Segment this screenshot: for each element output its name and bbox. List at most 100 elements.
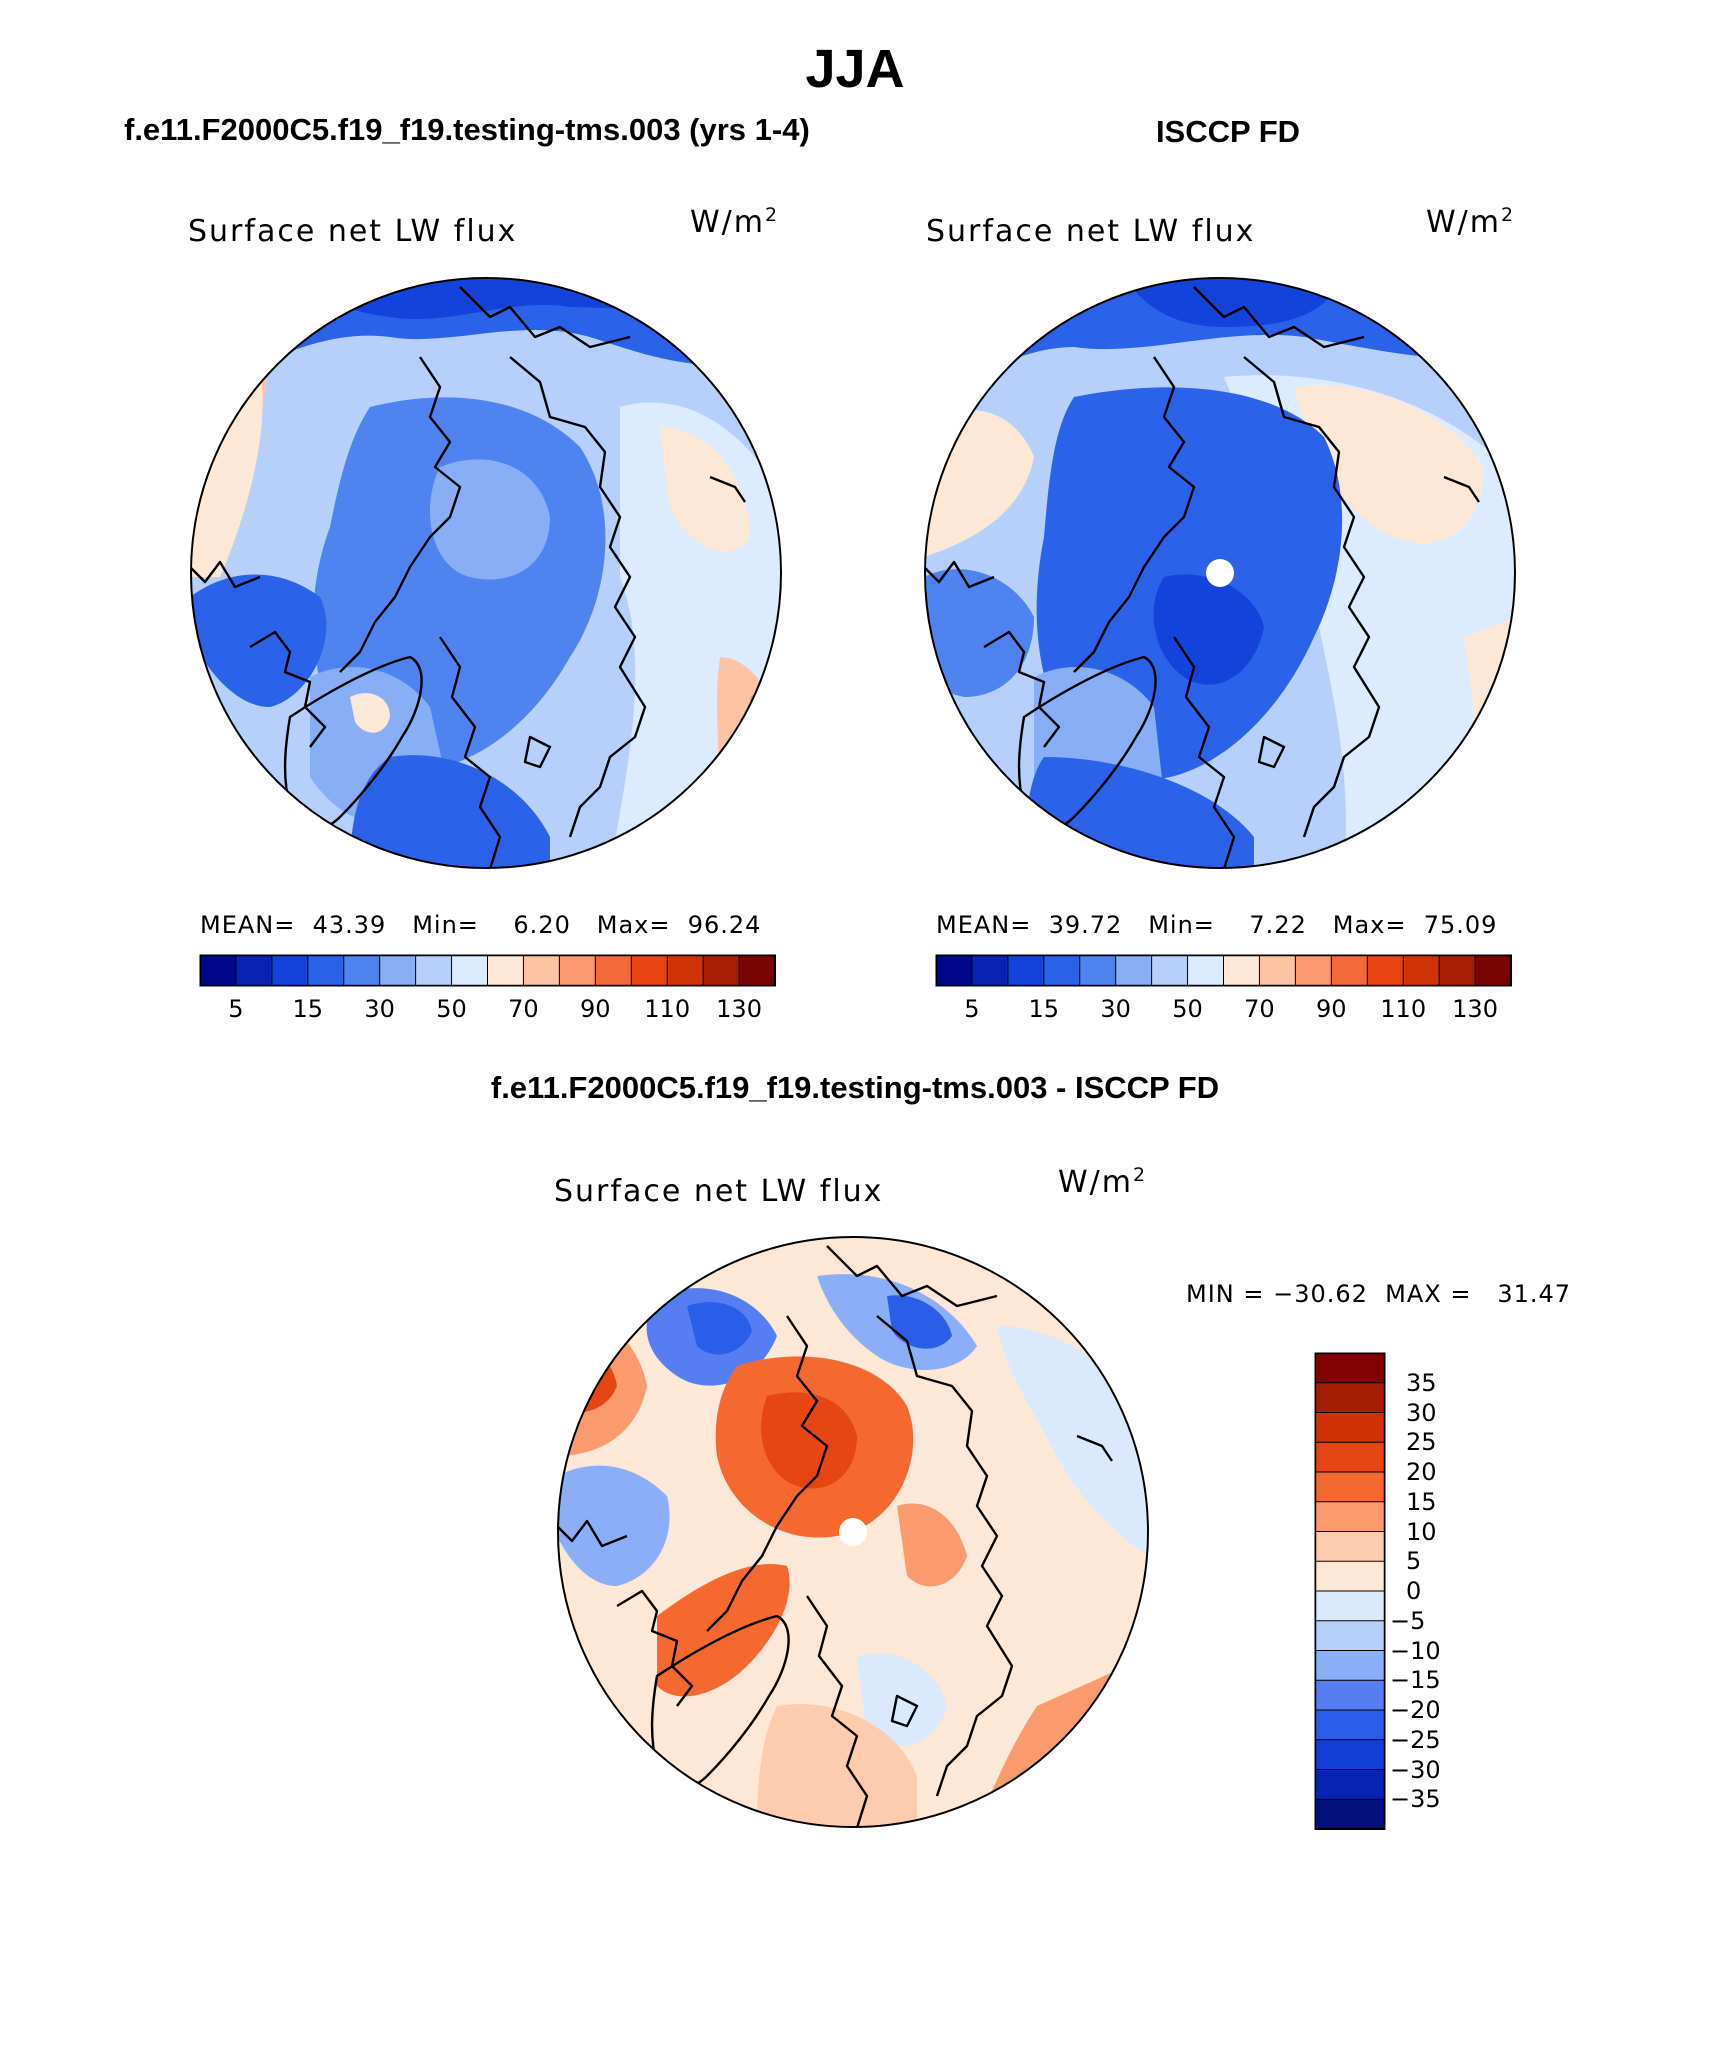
model-coastlines	[191, 286, 746, 868]
model-colorbar-swatch	[307, 954, 345, 987]
diff-colorbar-label: 35	[1406, 1368, 1437, 1397]
diff-colorbar-label: −10	[1390, 1636, 1441, 1665]
diff-colorbar-swatch	[1314, 1769, 1386, 1801]
obs-colorbar-swatch	[1438, 954, 1477, 987]
obs-colorbar-swatch	[1402, 954, 1441, 987]
diff-colorbar-swatch	[1314, 1620, 1386, 1652]
model-colorbar-swatch	[415, 954, 453, 987]
diff-colorbar-swatch	[1314, 1560, 1386, 1592]
obs-colorbar-label: 5	[964, 995, 980, 1023]
model-colorbar-label: 70	[508, 995, 539, 1023]
diff-colorbar-label: 10	[1406, 1517, 1437, 1546]
diff-units-exponent: 2	[1133, 1164, 1146, 1186]
obs-colorbar-swatch	[1294, 954, 1333, 987]
diff-colorbar-swatch	[1314, 1709, 1386, 1741]
model-hot-region-asia	[750, 677, 781, 837]
diff-colorbar-swatch	[1314, 1590, 1386, 1622]
diff-colorbar-label: 15	[1406, 1487, 1437, 1516]
model-colorbar-swatches	[199, 954, 776, 987]
diff-colorbar-swatch	[1314, 1412, 1386, 1444]
model-colorbar-frame	[199, 954, 776, 987]
diff-cold-core-kara	[887, 1295, 952, 1349]
model-warm-region-siberia	[660, 427, 750, 552]
obs-cold-region-canada	[925, 569, 1034, 697]
diff-colorbar-label: 0	[1406, 1577, 1422, 1605]
obs-colorbar-swatch	[1474, 954, 1512, 987]
model-colorbar-swatch	[271, 954, 309, 987]
diff-colorbar-label: 5	[1406, 1547, 1422, 1576]
obs-colorbar-label: 30	[1100, 995, 1131, 1023]
obs-colorbar-swatch	[1007, 954, 1045, 987]
obs-pole-hole	[1206, 559, 1234, 587]
diff-warm-region-atlantic	[757, 1704, 917, 1827]
diff-cold-core-beaufort	[687, 1302, 752, 1355]
model-colorbar-swatch	[522, 954, 561, 987]
model-colorbar-label: 5	[228, 995, 244, 1023]
obs-colorbar-label: 50	[1172, 995, 1203, 1023]
diff-units-base: W/m	[1058, 1165, 1133, 1200]
diff-colorbar-swatch	[1314, 1471, 1386, 1503]
obs-units: W/m2	[1426, 204, 1513, 240]
model-colorbar-swatch	[702, 954, 741, 987]
model-colorbar-swatch	[594, 954, 633, 987]
model-colorbar	[199, 954, 776, 987]
obs-colorbar-swatch	[1258, 954, 1297, 987]
main-title: JJA	[805, 39, 905, 99]
diff-hot-region-arctic	[761, 1392, 857, 1489]
obs-coldest-region-north	[1124, 278, 1344, 327]
diff-subtitle: Surface net LW flux	[554, 1174, 884, 1209]
diff-colorbar-swatch	[1314, 1531, 1386, 1563]
obs-stats: MEAN= 39.72 Min= 7.22 Max= 75.09	[936, 911, 1498, 939]
diff-panel-title: f.e11.F2000C5.f19_f19.testing-tms.003 - …	[490, 1070, 1220, 1105]
obs-colorbar-label: 90	[1316, 995, 1347, 1023]
diff-map-boundary	[557, 1236, 1149, 1828]
model-panel-title: f.e11.F2000C5.f19_f19.testing-tms.003 (y…	[124, 112, 810, 147]
diff-colorbar-label: 20	[1406, 1458, 1437, 1486]
diff-pole-hole	[839, 1518, 867, 1546]
model-units-exponent: 2	[765, 204, 778, 226]
diff-colorbar-swatch	[1314, 1739, 1386, 1771]
obs-colorbar-swatch	[935, 954, 973, 987]
obs-units-exponent: 2	[1501, 204, 1514, 226]
obs-colorbar-label: 110	[1380, 995, 1427, 1023]
model-units: W/m2	[690, 204, 777, 240]
obs-colorbar-swatch	[1043, 954, 1081, 987]
obs-colorbar-label: 15	[1028, 995, 1060, 1023]
obs-panel-title: ISCCP FD	[1155, 114, 1301, 149]
obs-colorbar-swatch	[1079, 954, 1117, 987]
model-map-boundary	[190, 277, 782, 869]
diff-colorbar-swatch	[1314, 1798, 1386, 1830]
diff-colorbar-label: −20	[1390, 1696, 1441, 1724]
obs-colorbar-swatches	[935, 954, 1512, 987]
obs-colorbar-swatch	[1366, 954, 1405, 987]
diff-colorbar-swatch	[1314, 1382, 1386, 1414]
obs-colorbar-label: 70	[1244, 995, 1275, 1023]
obs-colorbar-swatch	[1151, 954, 1189, 987]
model-colorbar-label: 130	[716, 995, 762, 1023]
diff-colorbar-label: −35	[1390, 1785, 1441, 1814]
diff-colorbar-label: −5	[1390, 1606, 1426, 1635]
diff-colorbar-swatches	[1314, 1352, 1386, 1830]
obs-colorbar-label: 130	[1452, 995, 1498, 1023]
model-colorbar-label: 50	[436, 995, 467, 1023]
diff-colorbar-label: 25	[1406, 1428, 1437, 1457]
obs-warm-region-siberia	[1294, 385, 1484, 544]
diff-colorbar-frame	[1314, 1352, 1386, 1830]
model-greenland-warm-patch	[350, 693, 390, 733]
obs-colorbar	[935, 954, 1512, 987]
diff-warm-region-greenland	[657, 1564, 790, 1697]
diff-colorbar-swatch	[1314, 1679, 1386, 1711]
model-colorbar-swatch	[199, 954, 237, 987]
model-colorbar-swatch	[558, 954, 597, 987]
diff-colorbar-label: 30	[1406, 1398, 1437, 1427]
model-colorbar-label: 15	[292, 995, 324, 1023]
model-colorbar-swatch	[666, 954, 705, 987]
model-subtitle: Surface net LW flux	[188, 214, 518, 249]
diff-cold-region-canada	[558, 1465, 670, 1586]
obs-colorbar-swatch	[1115, 954, 1153, 987]
diff-colorbar-swatch	[1314, 1441, 1386, 1473]
model-colorbar-swatch	[379, 954, 417, 987]
diff-warm-region-barents	[897, 1503, 967, 1587]
model-colorbar-swatch	[630, 954, 669, 987]
model-stats: MEAN= 43.39 Min= 6.20 Max= 96.24	[200, 911, 762, 939]
